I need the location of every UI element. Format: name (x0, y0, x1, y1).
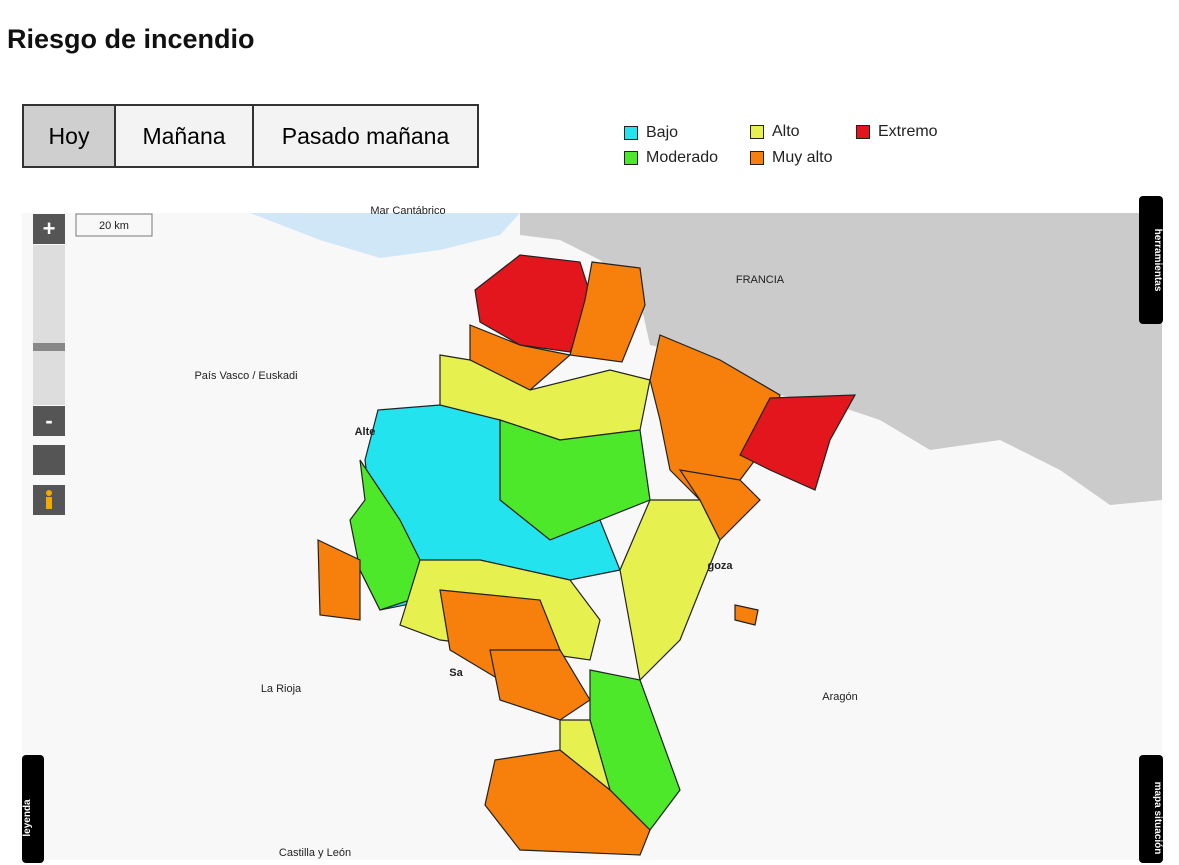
legend-label: Moderado (646, 149, 719, 166)
zoom-handle[interactable] (33, 343, 65, 351)
tools-tab-label: herramientas (1152, 229, 1163, 292)
location-tab[interactable] (1139, 755, 1163, 863)
place-label: Mar Cantábrico (370, 205, 445, 217)
location-tab-label: mapa situación (1152, 782, 1163, 855)
tools-tab[interactable] (1139, 196, 1163, 324)
legend-tab[interactable] (22, 755, 44, 863)
place-label: Sa (449, 667, 463, 679)
legend-label: Muy alto (772, 149, 833, 166)
legend-item: Muy alto (750, 149, 832, 167)
zoom-in-label: + (43, 216, 56, 241)
legend-swatch (750, 151, 764, 165)
zoom-out-label: - (45, 408, 52, 433)
legend-tab-label: leyenda (22, 799, 33, 837)
legend-item: Moderado (624, 149, 718, 167)
zoom-control: + - (33, 214, 65, 515)
zoom-in[interactable] (33, 214, 65, 244)
legend-label: Extremo (878, 123, 938, 140)
place-label: goza (707, 560, 733, 572)
place-label: País Vasco / Euskadi (194, 370, 297, 382)
sea (250, 213, 520, 258)
place-label: La Rioja (261, 683, 302, 695)
legend-item: Bajo (624, 124, 678, 142)
page-title: Riesgo de incendio (7, 24, 255, 54)
scale-bar (75, 213, 153, 237)
tab[interactable]: Hoy (22, 104, 116, 168)
legend-item: Alto (750, 123, 800, 141)
pegman (46, 490, 52, 496)
scale-label: 20 km (99, 220, 129, 232)
legend-swatch (624, 126, 638, 140)
place-label: Aragón (822, 691, 857, 703)
tab[interactable]: Pasado mañana (252, 104, 479, 168)
zoom-out[interactable] (33, 406, 65, 436)
legend-swatch (750, 125, 764, 139)
place-label: Alte (355, 426, 376, 438)
legend-swatch (624, 151, 638, 165)
legend-label: Bajo (646, 124, 679, 141)
place-label: FRANCIA (736, 274, 785, 286)
regions (317, 254, 857, 856)
legend-swatch (856, 125, 870, 139)
legend-item: Extremo (856, 123, 938, 141)
pegman (46, 497, 52, 509)
day-tabs: Hoy Mañana Pasado mañana (22, 104, 479, 168)
france (520, 213, 1162, 505)
legend-label: Alto (772, 123, 800, 140)
zoom-slider[interactable] (33, 245, 65, 405)
home-button[interactable] (33, 445, 65, 475)
place-label: Castilla y León (279, 847, 351, 859)
